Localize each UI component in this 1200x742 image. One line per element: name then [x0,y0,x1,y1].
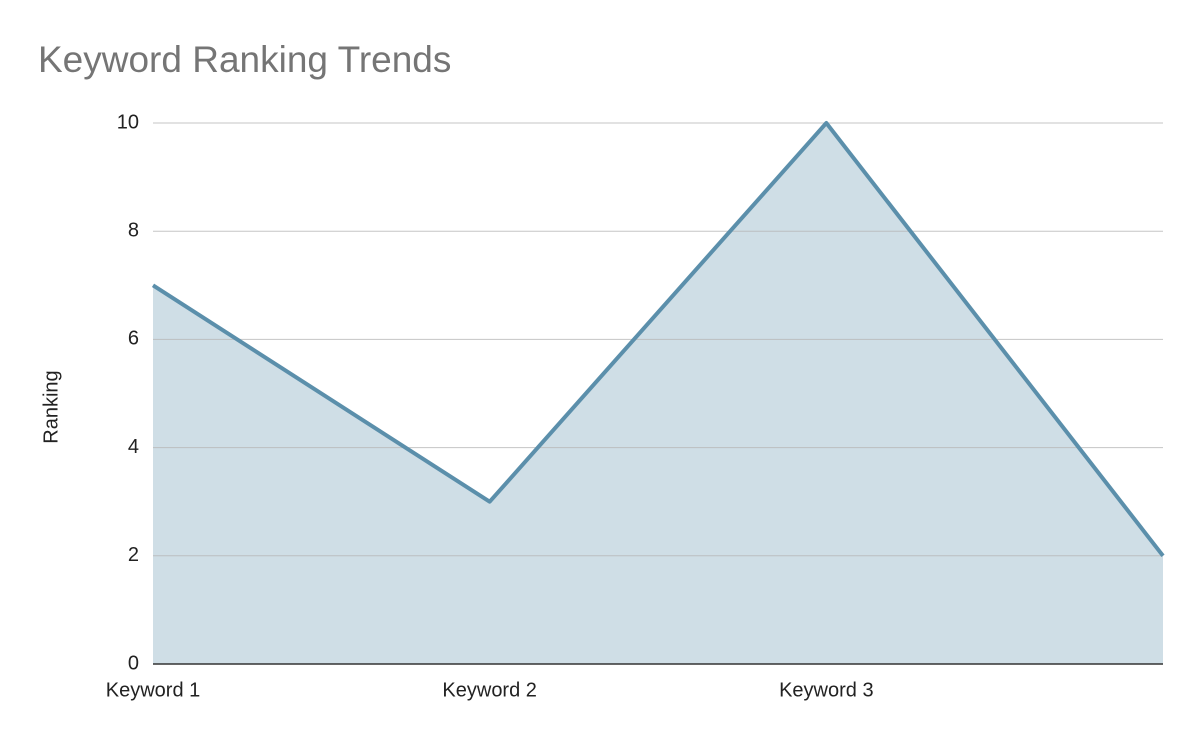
area-fill [153,123,1163,664]
y-tick-label: 8 [128,219,139,241]
x-tick-label: Keyword 2 [442,679,537,701]
y-axis-label: Ranking [40,370,62,443]
chart-title: Keyword Ranking Trends [38,39,451,80]
y-tick-label: 2 [128,544,139,566]
y-tick-label: 6 [128,328,139,350]
line [151,121,1165,558]
y-tick-label: 4 [128,436,139,458]
y-tick-label: 10 [117,111,139,133]
x-tick-label: Keyword 3 [779,679,874,701]
y-tick-label: 0 [128,652,139,674]
x-tick-label: Keyword 1 [106,679,201,701]
